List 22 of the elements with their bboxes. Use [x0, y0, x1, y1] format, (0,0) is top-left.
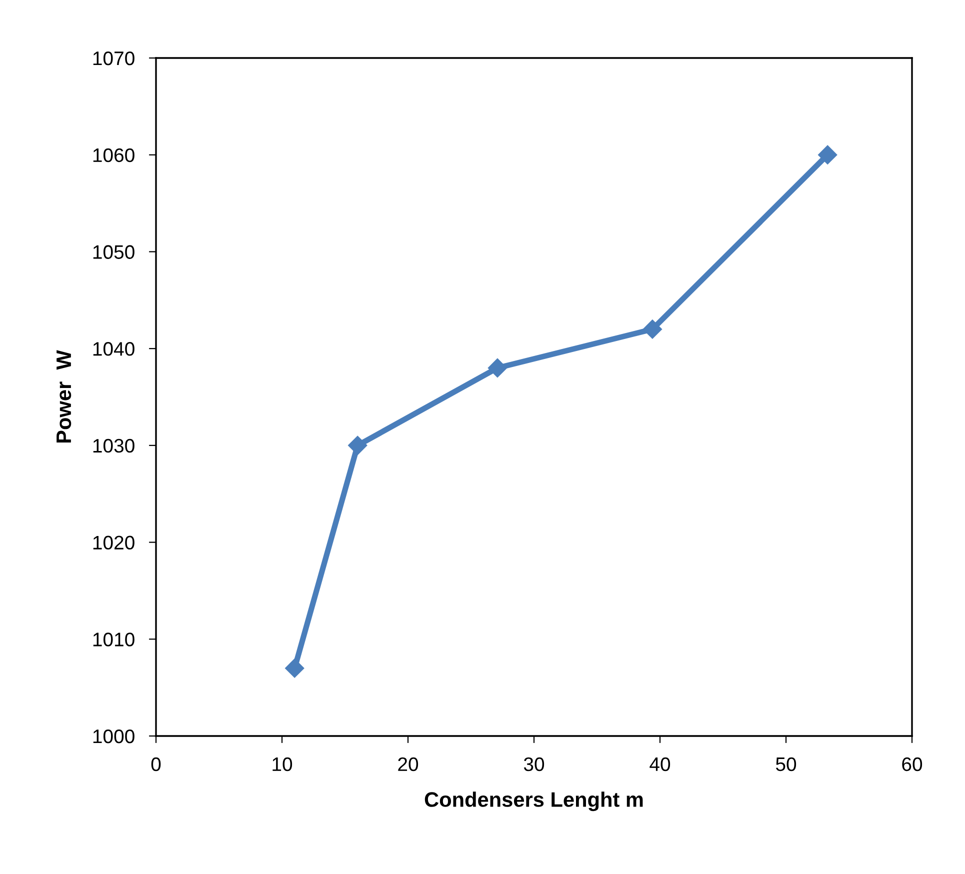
y-tick-label: 1020 [93, 536, 134, 550]
x-tick-label: 10 [272, 757, 292, 772]
x-tick-label: 50 [776, 757, 796, 772]
x-tick-label: 60 [902, 757, 922, 772]
y-tick-label: 1010 [93, 632, 134, 646]
point [348, 436, 368, 455]
y-tick-label: 1060 [93, 148, 134, 162]
point [818, 145, 838, 164]
y-tick-label: 1030 [93, 438, 134, 453]
x-axis-title: Condensers Lenght m [424, 792, 643, 812]
y-tick-label: 1070 [93, 51, 134, 66]
y-axis-title: Power W [56, 350, 72, 442]
point [642, 320, 662, 339]
y-tick-label: 1040 [93, 342, 134, 356]
y-tick-label: 1050 [93, 245, 134, 259]
x-tick-label: 0 [151, 757, 161, 772]
x-tick-label: 40 [650, 757, 670, 772]
x-tick-label: 30 [524, 757, 544, 772]
x-tick-label: 20 [398, 757, 418, 772]
y-tick-label: 1000 [93, 729, 134, 744]
point [488, 358, 507, 378]
point [285, 658, 304, 678]
